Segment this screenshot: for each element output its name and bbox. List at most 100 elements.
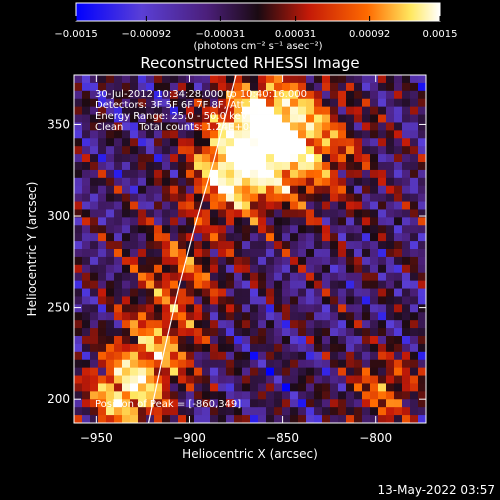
y-tick-label: 350 — [47, 117, 70, 131]
heatmap-cell — [234, 415, 243, 423]
heatmap-cell — [298, 114, 307, 123]
heatmap-cell — [130, 82, 139, 92]
heatmap-cell — [82, 264, 91, 274]
heatmap-cell — [362, 264, 371, 274]
x-axis-label: Heliocentric X (arcsec) — [182, 447, 318, 461]
heatmap-cell — [162, 146, 171, 155]
heatmap-cell — [418, 391, 426, 400]
heatmap-cell — [98, 185, 107, 195]
heatmap-cell — [130, 106, 139, 115]
heatmap-cell — [378, 375, 387, 384]
heatmap-cell — [306, 336, 315, 345]
heatmap-cell — [178, 249, 187, 258]
heatmap-cell — [338, 367, 347, 376]
heatmap-cell — [98, 201, 107, 210]
heatmap-cell — [306, 75, 315, 84]
heatmap-cell — [178, 256, 187, 266]
heatmap-cell — [266, 82, 275, 92]
heatmap-cell — [170, 249, 179, 258]
heatmap-cell — [90, 75, 99, 84]
heatmap-cell — [306, 138, 315, 147]
heatmap-cell — [82, 383, 91, 392]
heatmap-cell — [186, 256, 195, 266]
heatmap-cell — [122, 217, 131, 226]
heatmap-cell — [178, 82, 187, 92]
heatmap-cell — [218, 98, 227, 108]
heatmap-cell — [306, 106, 315, 115]
heatmap-cell — [114, 336, 123, 345]
heatmap-cell — [282, 407, 291, 416]
heatmap-cell — [370, 98, 379, 108]
heatmap-cell — [170, 90, 179, 100]
heatmap-cell — [314, 391, 323, 400]
heatmap-cell — [170, 391, 179, 400]
heatmap-cell — [330, 106, 339, 115]
heatmap-cell — [362, 177, 371, 187]
heatmap-cell — [322, 130, 331, 139]
heatmap-cell — [298, 82, 307, 92]
heatmap-cell — [354, 415, 363, 423]
heatmap-cell — [338, 114, 347, 123]
heatmap-cell — [386, 343, 395, 353]
heatmap-cell — [346, 351, 355, 361]
heatmap-cell — [330, 375, 339, 384]
heatmap-cell — [226, 75, 235, 84]
heatmap-cell — [418, 336, 426, 345]
heatmap-cell — [346, 146, 355, 155]
heatmap-cell — [370, 225, 379, 234]
heatmap-cell — [90, 249, 99, 258]
heatmap-cell — [234, 233, 243, 242]
heatmap-cell — [162, 75, 171, 84]
heatmap-cell — [298, 185, 307, 195]
heatmap-cell — [410, 296, 419, 305]
heatmap-cell — [82, 90, 91, 100]
heatmap-cell — [298, 343, 307, 353]
heatmap-cell — [298, 312, 307, 321]
heatmap-cell — [162, 130, 171, 139]
heatmap-cell — [354, 391, 363, 400]
heatmap-cell — [162, 106, 171, 115]
heatmap-cell — [114, 312, 123, 321]
heatmap-cell — [298, 304, 307, 313]
heatmap-cell — [370, 367, 379, 376]
heatmap-cell — [194, 138, 203, 147]
heatmap-cell — [82, 280, 91, 289]
heatmap-cell — [202, 367, 211, 376]
heatmap-cell — [154, 209, 163, 218]
heatmap-cell — [170, 256, 179, 266]
heatmap-cell — [330, 249, 339, 258]
heatmap-cell — [242, 241, 251, 250]
heatmap-cell — [314, 336, 323, 345]
heatmap-cell — [194, 122, 203, 131]
heatmap-cell — [338, 185, 347, 195]
heatmap-cell — [234, 320, 243, 329]
heatmap-cell — [106, 193, 115, 202]
heatmap-cell — [378, 162, 387, 171]
heatmap-cell — [202, 98, 211, 108]
heatmap-cell — [274, 106, 283, 115]
heatmap-cell — [322, 169, 331, 179]
heatmap-cell — [178, 320, 187, 329]
heatmap-cell — [298, 288, 307, 297]
heatmap-cell — [122, 106, 131, 115]
heatmap-cell — [226, 169, 235, 179]
heatmap-cell — [114, 304, 123, 313]
heatmap-cell — [330, 162, 339, 171]
heatmap-cell — [178, 122, 187, 131]
heatmap-cell — [386, 217, 395, 226]
heatmap-cell — [210, 367, 219, 376]
heatmap-cell — [354, 383, 363, 392]
heatmap-cell — [250, 304, 259, 313]
heatmap-cell — [346, 343, 355, 353]
heatmap-cell — [282, 312, 291, 321]
heatmap-cell — [194, 130, 203, 139]
heatmap-cell — [418, 272, 426, 282]
heatmap-cell — [90, 130, 99, 139]
heatmap-cell — [74, 280, 83, 289]
heatmap-cell — [386, 407, 395, 416]
heatmap-cell — [138, 272, 147, 282]
heatmap-cell — [402, 328, 411, 337]
heatmap-cell — [266, 177, 275, 187]
heatmap-cell — [314, 209, 323, 218]
heatmap-cell — [322, 407, 331, 416]
